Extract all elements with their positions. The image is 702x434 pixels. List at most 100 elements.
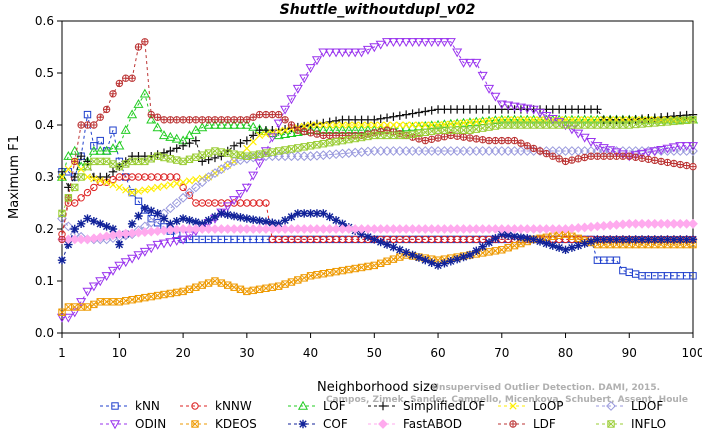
data-point-ldof	[184, 187, 195, 198]
data-point-loop	[83, 173, 92, 181]
data-point-fastabod	[280, 224, 290, 234]
data-point-ldf	[268, 110, 277, 119]
data-point-ldf	[217, 116, 226, 124]
data-point-cof	[76, 219, 86, 228]
data-point-fastabod	[190, 224, 201, 234]
data-point-ldf	[440, 133, 449, 141]
data-point-odin	[394, 38, 405, 48]
data-point-kdeos	[504, 244, 512, 252]
data-point-simplifiedlof	[370, 115, 379, 124]
data-point-ldf	[459, 133, 468, 141]
data-point-ldf	[332, 131, 340, 140]
data-point-fastabod	[465, 224, 475, 234]
legend-label: SimplifiedLOF	[403, 399, 485, 413]
data-point-fastabod	[477, 224, 488, 234]
series-line-cof	[61, 207, 693, 266]
data-point-ldf	[275, 110, 283, 119]
data-point-inflo	[109, 160, 117, 168]
data-point-odin	[267, 133, 278, 143]
data-point-simplifiedlof	[312, 119, 322, 129]
data-point-loop	[408, 121, 417, 129]
legend-label: KDEOS	[215, 417, 257, 431]
data-point-odin	[636, 149, 648, 159]
data-point-ldf	[510, 136, 519, 145]
data-point-ldf	[198, 116, 206, 124]
data-point-loop	[173, 179, 181, 188]
data-point-lof	[503, 114, 514, 124]
data-point-kdeos	[332, 267, 340, 276]
data-point-loop	[243, 144, 251, 153]
data-point-cof	[210, 212, 220, 222]
data-point-cof	[64, 240, 73, 249]
data-point-fastabod	[681, 218, 692, 229]
data-point-cof	[147, 206, 156, 215]
data-point-inflo	[204, 149, 213, 157]
data-point-fastabod	[649, 218, 660, 229]
data-point-lof	[248, 121, 259, 131]
data-point-loop	[466, 118, 474, 127]
data-point-ldof	[458, 146, 469, 156]
data-point-inflo	[689, 116, 697, 124]
data-point-loop	[58, 173, 66, 181]
data-point-loop	[428, 121, 436, 129]
data-point-odin	[445, 38, 456, 48]
data-point-ldof	[490, 146, 501, 156]
data-point-fastabod	[76, 234, 87, 245]
chart-title: Shuttle_withoutdupl_v02	[280, 2, 476, 18]
y-tick-label: 0.0	[35, 326, 54, 340]
data-point-kdeos	[376, 259, 385, 268]
legend-marker	[509, 402, 517, 410]
data-point-ldf	[90, 121, 98, 129]
data-point-ldof	[566, 146, 577, 156]
x-tick-label: 70	[494, 346, 509, 360]
data-point-fastabod	[286, 224, 297, 234]
data-point-fastabod	[401, 224, 412, 234]
data-point-simplifiedlof	[242, 136, 252, 145]
data-point-fastabod	[662, 218, 673, 229]
data-point-lof	[229, 119, 240, 129]
legend-item-ldof: LDOF	[596, 399, 663, 413]
data-point-cof	[523, 234, 532, 243]
data-point-ldof	[286, 151, 297, 162]
x-tick-label: 90	[622, 346, 637, 360]
data-point-ldf	[319, 131, 328, 140]
data-point-lof	[490, 115, 501, 125]
data-point-loop	[64, 165, 72, 173]
data-point-ldf	[224, 116, 232, 124]
data-point-loop	[332, 121, 340, 129]
data-point-fastabod	[337, 224, 348, 234]
data-point-lof	[286, 128, 297, 138]
data-point-ldof	[292, 151, 303, 162]
data-point-cof	[644, 235, 653, 244]
data-point-inflo	[376, 131, 385, 140]
data-point-fastabod	[643, 218, 654, 229]
data-point-simplifiedlof	[102, 172, 111, 182]
data-point-lof	[152, 122, 163, 132]
data-point-ldf	[631, 153, 640, 161]
data-point-cof	[682, 235, 691, 244]
data-point-lof	[235, 119, 246, 129]
legend-item-lof: LOF	[288, 399, 346, 413]
data-point-ldf	[491, 136, 500, 145]
data-point-ldf	[211, 116, 219, 124]
data-point-cof	[287, 212, 296, 222]
data-point-loop	[421, 121, 429, 129]
data-point-cof	[580, 239, 589, 248]
data-point-cof	[612, 235, 621, 244]
series-fastabod	[57, 218, 698, 245]
data-point-kdeos	[294, 276, 302, 284]
data-point-kdeos	[198, 281, 206, 289]
data-point-inflo	[396, 131, 404, 140]
data-point-odin	[311, 56, 323, 66]
data-point-loop	[338, 121, 347, 129]
data-point-cof	[249, 215, 258, 224]
data-point-odin	[420, 38, 431, 48]
data-point-cof	[427, 258, 436, 267]
data-point-simplifiedlof	[401, 110, 411, 119]
data-point-inflo	[478, 124, 487, 132]
data-point-fastabod	[503, 224, 514, 234]
data-point-fastabod	[656, 218, 667, 229]
data-point-kdeos	[230, 283, 238, 291]
data-point-cof	[465, 250, 475, 260]
data-point-odin	[503, 101, 514, 111]
